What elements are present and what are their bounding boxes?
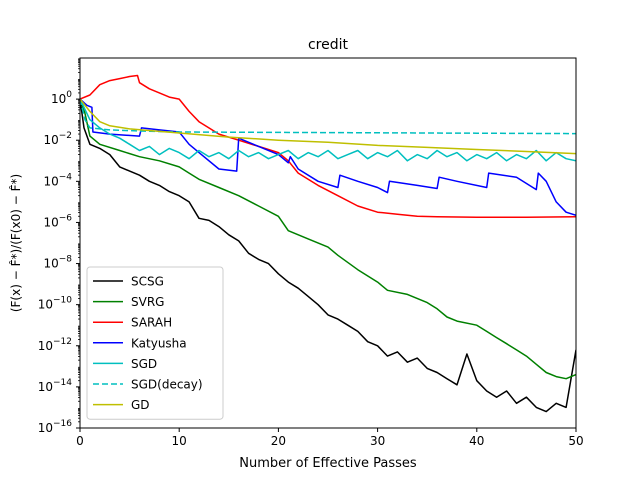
legend-box (86, 266, 224, 420)
legend-label-sgd: SGD (131, 357, 157, 371)
series-line-sgd (80, 98, 576, 162)
y-tick-label: 10−10 (38, 296, 73, 312)
legend-label-svrg: SVRG (131, 295, 164, 309)
y-tick-label: 100 (51, 90, 72, 106)
legend-label-katyusha: Katyusha (131, 336, 187, 350)
x-tick-label: 20 (271, 434, 286, 448)
y-tick-label: 10−6 (43, 213, 72, 229)
x-tick-label: 0 (76, 434, 84, 448)
x-axis-ticks: 0 10 20 30 40 50 (76, 428, 584, 448)
series-line-katyusha (80, 98, 576, 217)
legend-label-gd: GD (131, 398, 150, 412)
x-tick-label: 10 (172, 434, 187, 448)
y-tick-label: 10−12 (38, 337, 72, 353)
x-tick-label: 30 (370, 434, 385, 448)
axes-frame (79, 57, 577, 429)
legend-label-scsg: SCSG (131, 275, 164, 289)
y-axis-ticks: 10−16 10−14 10−12 10−10 10−8 10−6 10−4 10−2 100 (38, 58, 80, 435)
series-line-gd (80, 98, 576, 155)
legend: SCSG SVRG SARAH Katyusha SGD SGD(decay) GD (86, 266, 224, 420)
legend-label-sarah: SARAH (131, 316, 172, 330)
y-tick-label: 10−8 (43, 255, 72, 271)
x-tick-label: 40 (469, 434, 484, 448)
legend-label-sgd-decay: SGD(decay) (131, 378, 203, 392)
y-tick-label: 10−2 (43, 131, 72, 147)
series-line-svrg (80, 98, 576, 380)
y-tick-label: 10−16 (38, 419, 73, 435)
x-axis-label: Number of Effective Passes (239, 456, 417, 471)
chart-title: credit (308, 37, 349, 53)
plot-lines (80, 74, 576, 413)
y-tick-label: 10−4 (43, 172, 72, 188)
y-axis-label: (F(x) − F̂*)/(F(x0) − F̂*) (9, 174, 23, 312)
x-tick-label: 50 (568, 434, 583, 448)
y-tick-label: 10−14 (38, 378, 73, 394)
series-line-scsg (80, 98, 576, 413)
